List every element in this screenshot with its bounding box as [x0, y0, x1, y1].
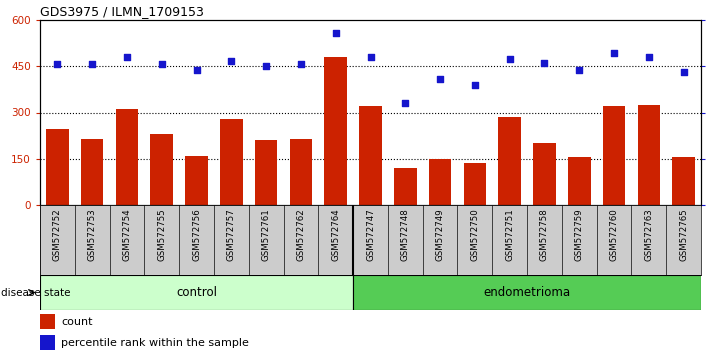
Bar [75, 205, 109, 275]
Text: GSM572748: GSM572748 [401, 209, 410, 261]
Text: GSM572747: GSM572747 [366, 209, 375, 261]
Point [87, 62, 98, 67]
Text: control: control [176, 286, 217, 299]
Text: GSM572755: GSM572755 [157, 209, 166, 261]
Point [400, 101, 411, 106]
Bar [40, 275, 353, 310]
Bar [388, 205, 422, 275]
Bar [40, 205, 75, 275]
Text: GSM572751: GSM572751 [505, 209, 514, 261]
Point [574, 67, 585, 73]
Point [609, 51, 620, 56]
Text: percentile rank within the sample: percentile rank within the sample [61, 338, 249, 348]
Bar [562, 205, 597, 275]
Bar [422, 205, 457, 275]
Bar [144, 205, 179, 275]
Bar [284, 205, 319, 275]
Bar [220, 119, 242, 205]
Bar [568, 157, 591, 205]
Text: endometrioma: endometrioma [483, 286, 571, 299]
Bar [638, 105, 660, 205]
Bar [179, 205, 214, 275]
Bar [40, 335, 55, 350]
Bar [186, 156, 208, 205]
Bar [498, 117, 521, 205]
Point [156, 62, 168, 67]
Text: GSM572762: GSM572762 [296, 209, 306, 261]
Text: GSM572764: GSM572764 [331, 209, 340, 261]
Bar [394, 168, 417, 205]
Point [295, 62, 306, 67]
Point [469, 82, 481, 87]
Point [260, 63, 272, 69]
Bar [81, 139, 104, 205]
Bar [324, 57, 347, 205]
Point [434, 76, 446, 82]
Bar [116, 109, 138, 205]
Text: GSM572756: GSM572756 [192, 209, 201, 261]
Text: GSM572763: GSM572763 [644, 209, 653, 261]
Text: disease state: disease state [1, 287, 71, 297]
Bar [255, 140, 277, 205]
Bar [46, 130, 69, 205]
Point [539, 60, 550, 65]
Bar [249, 205, 284, 275]
Bar [673, 157, 695, 205]
Text: GSM572750: GSM572750 [471, 209, 479, 261]
Point [52, 62, 63, 67]
Text: GSM572754: GSM572754 [122, 209, 132, 261]
Bar [597, 205, 631, 275]
Bar [151, 134, 173, 205]
Point [122, 54, 133, 60]
Bar [353, 205, 388, 275]
Bar [109, 205, 144, 275]
Point [678, 69, 689, 75]
Bar [319, 205, 353, 275]
Bar [492, 205, 527, 275]
Point [191, 67, 202, 73]
Bar [464, 164, 486, 205]
Bar [533, 143, 556, 205]
Bar [666, 205, 701, 275]
Bar [457, 205, 492, 275]
Bar [631, 205, 666, 275]
Text: GSM572753: GSM572753 [87, 209, 97, 261]
Text: GSM572758: GSM572758 [540, 209, 549, 261]
Bar [429, 159, 451, 205]
Bar [214, 205, 249, 275]
Text: GSM572765: GSM572765 [679, 209, 688, 261]
Text: GSM572749: GSM572749 [436, 209, 444, 261]
Point [643, 54, 655, 60]
Bar [603, 106, 626, 205]
Bar [359, 106, 382, 205]
Text: count: count [61, 316, 92, 326]
Point [504, 56, 515, 62]
Text: GDS3975 / ILMN_1709153: GDS3975 / ILMN_1709153 [40, 5, 204, 18]
Bar [353, 275, 701, 310]
Text: GSM572757: GSM572757 [227, 209, 236, 261]
Bar [40, 314, 55, 329]
Point [225, 58, 237, 63]
Bar [289, 139, 312, 205]
Point [365, 54, 376, 60]
Point [330, 30, 341, 36]
Text: GSM572760: GSM572760 [609, 209, 619, 261]
Bar [527, 205, 562, 275]
Text: GSM572761: GSM572761 [262, 209, 271, 261]
Text: GSM572759: GSM572759 [574, 209, 584, 261]
Text: GSM572752: GSM572752 [53, 209, 62, 261]
